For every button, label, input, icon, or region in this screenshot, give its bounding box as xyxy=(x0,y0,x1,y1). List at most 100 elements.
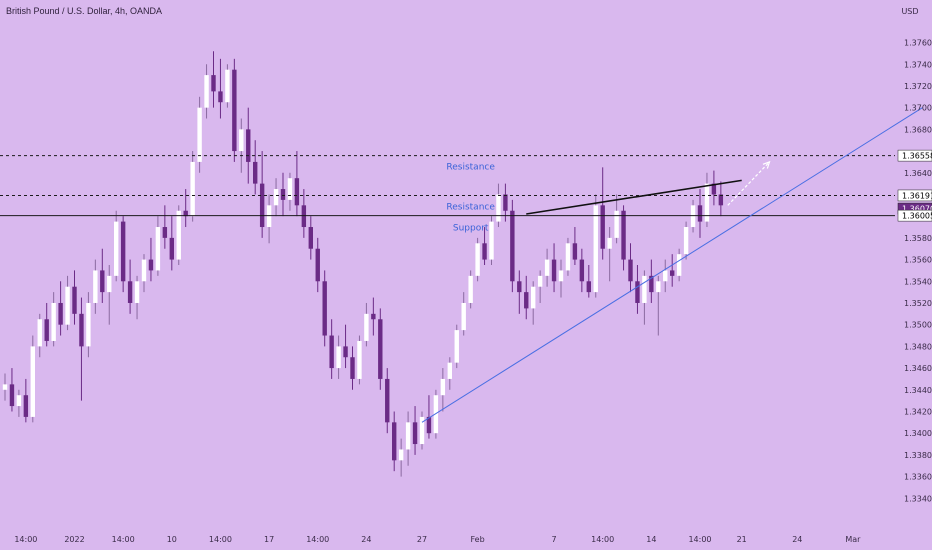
candle-body xyxy=(280,189,286,200)
candle-body xyxy=(343,346,348,358)
candle-body xyxy=(524,292,529,309)
candle-body xyxy=(16,395,22,407)
candle-body xyxy=(656,281,661,293)
y-tick-label: 1.34600 xyxy=(904,364,932,373)
y-tick-label: 1.37200 xyxy=(904,82,932,91)
candle-body xyxy=(155,227,161,271)
price-label: 1.36070 xyxy=(902,205,932,214)
price-label-box xyxy=(897,209,932,222)
candle-body xyxy=(537,275,543,287)
candle-body xyxy=(683,227,689,255)
candle-body xyxy=(322,281,327,336)
x-tick-label: 14 xyxy=(646,535,656,544)
y-tick-label: 1.34800 xyxy=(904,342,932,351)
candle-body xyxy=(336,346,341,369)
level-annotation: Support xyxy=(453,223,489,233)
candle-body xyxy=(259,183,265,228)
x-tick-label: 14:00 xyxy=(112,535,135,544)
candle-body xyxy=(107,275,112,293)
candle-body xyxy=(704,183,710,222)
candle-body xyxy=(134,281,140,303)
candle-body xyxy=(218,91,223,103)
price-label-box xyxy=(897,189,932,202)
candle-body xyxy=(273,189,279,206)
y-tick-label: 1.35600 xyxy=(904,256,932,265)
x-tick-label: 2022 xyxy=(64,535,84,544)
x-tick-label: Feb xyxy=(471,535,485,544)
candle-body xyxy=(329,335,334,369)
x-tick-label: 24 xyxy=(792,535,802,544)
x-tick-label: 14:00 xyxy=(591,535,614,544)
candle-body xyxy=(649,275,654,293)
candle-body xyxy=(398,449,404,461)
candle-body xyxy=(93,270,98,303)
y-tick-label: 1.34000 xyxy=(904,429,932,438)
price-label: 1.36005 xyxy=(902,212,932,221)
candle-body xyxy=(482,243,487,260)
candle-body xyxy=(690,205,696,228)
candle-body xyxy=(392,422,397,461)
candle-body xyxy=(315,248,320,282)
candle-body xyxy=(593,205,598,293)
candle-body xyxy=(607,237,612,249)
candle-body xyxy=(114,221,119,276)
candle-body xyxy=(642,275,647,303)
candle-body xyxy=(670,270,675,276)
candle-body xyxy=(503,194,508,211)
x-tick-label: 14:00 xyxy=(306,535,329,544)
candle-body xyxy=(9,384,15,407)
candle-body xyxy=(44,319,49,341)
candle-body xyxy=(697,205,703,222)
candle-body xyxy=(357,340,362,379)
y-tick-label: 1.37000 xyxy=(904,104,932,113)
candle-body xyxy=(287,178,293,200)
candle-body xyxy=(517,281,522,293)
candle-body xyxy=(628,259,633,282)
candle-body xyxy=(246,129,251,162)
candle-body xyxy=(544,259,550,276)
candle-body xyxy=(447,362,452,379)
candle-body xyxy=(294,178,300,206)
price-label: 1.36191 xyxy=(902,191,932,200)
candle-body xyxy=(572,243,578,260)
x-tick-label: 24 xyxy=(361,535,371,544)
y-tick-label: 1.35800 xyxy=(904,234,932,243)
x-tick-label: 14:00 xyxy=(688,535,711,544)
y-tick-label: 1.33400 xyxy=(904,494,932,503)
candle-body xyxy=(350,357,355,379)
candle-body xyxy=(565,243,571,271)
level-annotation: Resistance xyxy=(446,163,495,173)
candle-body xyxy=(72,286,77,314)
price-label-box xyxy=(897,149,932,162)
candle-body xyxy=(308,227,313,249)
x-tick-label: 7 xyxy=(552,535,557,544)
candle-body xyxy=(211,75,216,92)
y-tick-label: 1.37600 xyxy=(904,39,932,48)
y-tick-label: 1.37400 xyxy=(904,60,932,69)
x-tick-label: 14:00 xyxy=(209,535,232,544)
x-tick-label: 14:00 xyxy=(14,535,37,544)
level-annotation: Resistance xyxy=(446,203,495,213)
y-tick-label: 1.36400 xyxy=(904,169,932,178)
y-tick-label: 1.35000 xyxy=(904,321,932,330)
candle-body xyxy=(65,286,70,325)
candle-body xyxy=(385,378,390,423)
arrow-head xyxy=(762,160,771,169)
candle-body xyxy=(37,319,42,347)
price-label: 1.36558 xyxy=(902,152,932,161)
x-tick-label: 27 xyxy=(417,535,427,544)
candle-body xyxy=(718,194,724,206)
candle-body xyxy=(711,183,717,195)
y-tick-label: 1.33600 xyxy=(904,473,932,482)
candle-body xyxy=(301,205,307,228)
candle-body xyxy=(579,259,585,282)
candle-body xyxy=(419,416,425,445)
y-tick-label: 1.35200 xyxy=(904,299,932,308)
y-tick-label: 1.35400 xyxy=(904,277,932,286)
candle-body xyxy=(2,384,8,390)
candle-body xyxy=(468,275,473,303)
x-tick-label: Mar xyxy=(845,535,861,544)
y-tick-label: 1.34400 xyxy=(904,386,932,395)
